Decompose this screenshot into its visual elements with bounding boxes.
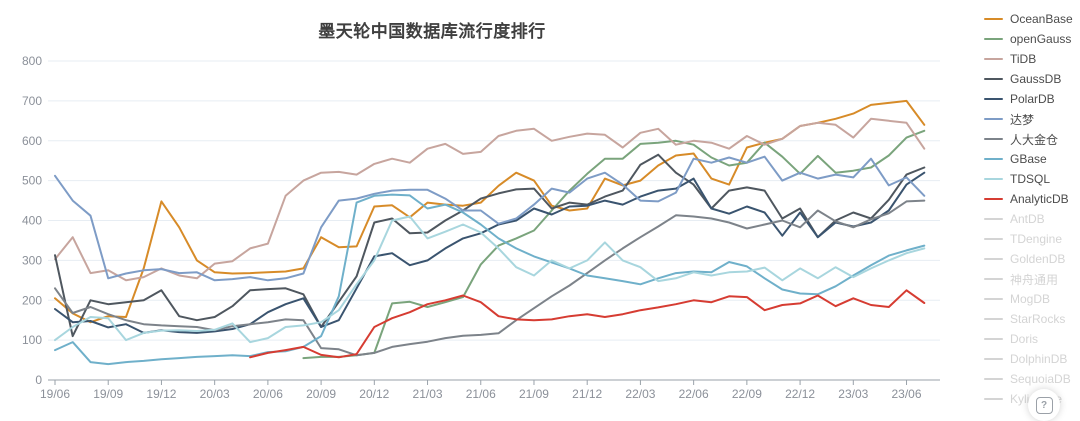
legend-label: Doris (1010, 332, 1039, 346)
legend-swatch-GoldenDB (984, 258, 1003, 260)
x-axis-label-22/12: 22/12 (785, 387, 815, 401)
series-line-GaussDB (54, 153, 926, 338)
legend-label: PolarDB (1010, 92, 1055, 106)
x-axis-label-19/06: 19/06 (40, 387, 70, 401)
legend-swatch-TiDB (984, 58, 1003, 60)
legend-swatch-MogDB (984, 298, 1003, 300)
x-axis-label-22/03: 22/03 (625, 387, 655, 401)
x-axis-label-22/06: 22/06 (679, 387, 709, 401)
legend-item-TiDB[interactable]: TiDB (984, 49, 1080, 69)
legend-swatch-SequoiaDB (984, 378, 1003, 380)
help-button[interactable]: ? (1028, 389, 1060, 421)
x-axis-label-20/06: 20/06 (253, 387, 283, 401)
legend-label: AntDB (1010, 212, 1045, 226)
legend-swatch-Doris (984, 338, 1003, 340)
legend-item-StarRocks[interactable]: StarRocks (984, 309, 1080, 329)
popularity-line-chart: 0 100 200 300 400 500 600 700 800 19/06 19/09 19/12… (22, 54, 940, 401)
legend-item-AnalyticDB[interactable]: AnalyticDB (984, 189, 1080, 209)
legend-item-达梦[interactable]: 达梦 (984, 109, 1080, 129)
x-axis-label-22/09: 22/09 (732, 387, 762, 401)
series-line-GBase (54, 193, 926, 366)
legend-swatch-GaussDB (984, 78, 1003, 80)
legend-item-GaussDB[interactable]: GaussDB (984, 69, 1080, 89)
y-axis-label-400: 400 (22, 214, 42, 228)
legend-swatch-AnalyticDB (984, 198, 1003, 200)
x-axis-label-20/09: 20/09 (306, 387, 336, 401)
legend-swatch-TDSQL (984, 178, 1003, 180)
legend-label: GaussDB (1010, 72, 1062, 86)
legend-item-MogDB[interactable]: MogDB (984, 289, 1080, 309)
legend-label: 达梦 (1010, 112, 1035, 127)
legend-item-人大金仓[interactable]: 人大金仓 (984, 129, 1080, 149)
series-line-openGauss (302, 129, 926, 360)
legend-swatch-AntDB (984, 218, 1003, 220)
legend-swatch-openGauss (984, 38, 1003, 40)
series-line-TiDB (54, 117, 926, 282)
series-line-达梦 (54, 155, 926, 282)
x-axis-label-21/09: 21/09 (519, 387, 549, 401)
legend-item-TDSQL[interactable]: TDSQL (984, 169, 1080, 189)
x-axis-label-23/06: 23/06 (892, 387, 922, 401)
legend-item-Doris[interactable]: Doris (984, 329, 1080, 349)
legend-swatch-GBase (984, 158, 1003, 160)
legend-swatch-PolarDB (984, 98, 1003, 100)
series-line-人大金仓 (54, 199, 926, 357)
y-axis-label-800: 800 (22, 54, 42, 68)
y-axis-label-500: 500 (22, 174, 42, 188)
legend-item-GoldenDB[interactable]: GoldenDB (984, 249, 1080, 269)
x-axis-label-19/12: 19/12 (146, 387, 176, 401)
legend-item-DolphinDB[interactable]: DolphinDB (984, 349, 1080, 369)
x-axis-label-20/03: 20/03 (200, 387, 230, 401)
y-axis-label-0: 0 (35, 373, 42, 387)
legend-label: GoldenDB (1010, 252, 1066, 266)
chart-area: 0 100 200 300 400 500 600 700 800 19/06 19/09 19/12… (22, 22, 940, 401)
legend-label: GBase (1010, 152, 1047, 166)
legend-item-OceanBase[interactable]: OceanBase (984, 9, 1080, 29)
legend-label: TDSQL (1010, 172, 1051, 186)
legend-label: MogDB (1010, 292, 1051, 306)
legend-item-TDengine[interactable]: TDengine (984, 229, 1080, 249)
x-axis-label-21/03: 21/03 (413, 387, 443, 401)
x-axis-label-19/09: 19/09 (93, 387, 123, 401)
legend-swatch-Kyligence (984, 398, 1003, 400)
legend-label: OceanBase (1010, 12, 1073, 26)
legend-item-PolarDB[interactable]: PolarDB (984, 89, 1080, 109)
x-axis-label-20/12: 20/12 (359, 387, 389, 401)
legend-label: StarRocks (1010, 312, 1066, 326)
legend-label: SequoiaDB (1010, 372, 1071, 386)
x-axis-label-21/06: 21/06 (466, 387, 496, 401)
legend-swatch-DolphinDB (984, 358, 1003, 360)
legend-swatch-StarRocks (984, 318, 1003, 320)
chart-title: 墨天轮中国数据库流行度排行 (318, 22, 546, 41)
series-line-AnalyticDB (249, 289, 926, 359)
series-line-PolarDB (54, 171, 926, 334)
legend-item-AntDB[interactable]: AntDB (984, 209, 1080, 229)
legend-label: 人大金仓 (1010, 132, 1059, 147)
legend-swatch-OceanBase (984, 18, 1003, 20)
y-axis-label-700: 700 (22, 94, 42, 108)
legend-swatch-达梦 (984, 118, 1003, 120)
y-axis-label-100: 100 (22, 333, 42, 347)
legend-item-神舟通用[interactable]: 神舟通用 (984, 269, 1080, 289)
series-line-TDSQL (54, 215, 926, 344)
y-axis-label-600: 600 (22, 134, 42, 148)
question-mark-icon: ? (1035, 396, 1053, 414)
legend-label: DolphinDB (1010, 352, 1068, 366)
legend-swatch-神舟通用 (984, 278, 1003, 280)
legend-item-openGauss[interactable]: openGauss (984, 29, 1080, 49)
legend-label: TiDB (1010, 52, 1037, 66)
legend-label: TDengine (1010, 232, 1063, 246)
y-axis-label-200: 200 (22, 293, 42, 307)
series-legend: OceanBase openGauss TiDB GaussDB PolarDB 达梦人大… (984, 9, 1080, 409)
x-axis-label-23/03: 23/03 (838, 387, 868, 401)
legend-label: AnalyticDB (1010, 192, 1069, 206)
legend-label: openGauss (1010, 32, 1072, 46)
legend-swatch-TDengine (984, 238, 1003, 240)
y-axis-label-300: 300 (22, 253, 42, 267)
x-axis-label-21/12: 21/12 (572, 387, 602, 401)
legend-item-GBase[interactable]: GBase (984, 149, 1080, 169)
legend-label: 神舟通用 (1010, 272, 1059, 287)
legend-item-SequoiaDB[interactable]: SequoiaDB (984, 369, 1080, 389)
legend-swatch-人大金仓 (984, 138, 1003, 140)
